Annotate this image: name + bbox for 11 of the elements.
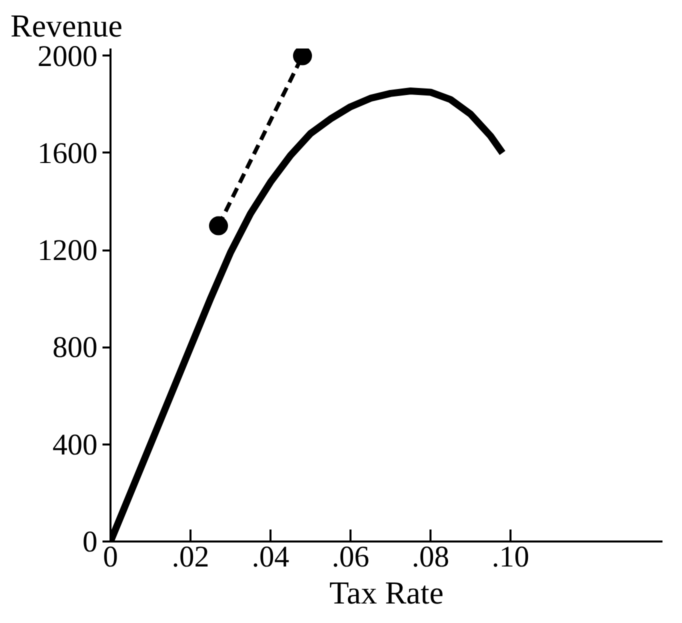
x-tick-label: .06 bbox=[332, 540, 370, 574]
x-tick-label: 0 bbox=[103, 540, 118, 574]
y-tick-label: 400 bbox=[52, 428, 98, 462]
x-tick-label: .04 bbox=[252, 540, 290, 574]
x-tick-label: .08 bbox=[412, 540, 450, 574]
y-tick-label: 800 bbox=[52, 331, 98, 364]
x-tick-label: .10 bbox=[492, 540, 530, 574]
y-tick-label: 1200 bbox=[38, 234, 98, 268]
x-tick-label: .02 bbox=[172, 540, 210, 574]
x-axis-title: Tax Rate bbox=[329, 574, 444, 610]
y-tick-label: 1600 bbox=[38, 136, 98, 170]
